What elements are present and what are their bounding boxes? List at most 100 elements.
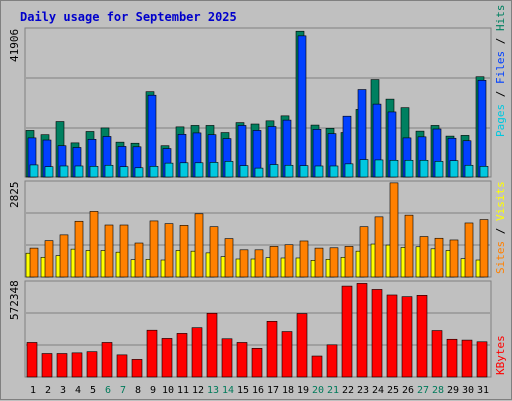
bar-sites-19 xyxy=(299,240,309,278)
day-label-28: 28 xyxy=(432,385,444,396)
bar-sites-24 xyxy=(374,216,384,278)
legend-sites-visits: Sites / Visits xyxy=(494,181,507,274)
bar-pages-27 xyxy=(419,159,429,178)
bar-pages-3 xyxy=(59,165,69,178)
day-label-3: 3 xyxy=(60,385,66,396)
day-label-1: 1 xyxy=(30,385,36,396)
bar-sites-7 xyxy=(119,224,129,278)
day-label-20: 20 xyxy=(312,385,324,396)
day-label-6: 6 xyxy=(105,385,111,396)
bar-pages-21 xyxy=(329,165,339,178)
bar-kbytes-7 xyxy=(116,354,128,378)
legend-pages-files-hits: Pages / Files / Hits xyxy=(494,5,507,138)
bar-pages-17 xyxy=(269,164,279,178)
legend-top-part-4: Hits xyxy=(494,5,507,32)
bar-sites-23 xyxy=(359,226,369,278)
bar-pages-16 xyxy=(254,167,264,178)
bar-sites-18 xyxy=(284,244,294,278)
bar-pages-5 xyxy=(89,166,99,178)
day-label-14: 14 xyxy=(222,385,234,396)
bar-pages-29 xyxy=(449,160,459,178)
bar-kbytes-27 xyxy=(416,295,428,378)
ymax-hits: 41906 xyxy=(8,29,21,62)
bar-files-31 xyxy=(477,79,487,178)
bar-kbytes-10 xyxy=(161,338,173,378)
bar-sites-25 xyxy=(389,182,399,278)
bar-sites-30 xyxy=(464,222,474,278)
legend-top-part-2: Files xyxy=(494,51,507,84)
bar-kbytes-2 xyxy=(41,353,53,378)
bar-sites-1 xyxy=(29,247,39,278)
bars-layer xyxy=(25,30,489,378)
bar-kbytes-8 xyxy=(131,359,143,378)
bar-pages-19 xyxy=(299,165,309,178)
bar-pages-18 xyxy=(284,164,294,178)
bar-pages-30 xyxy=(464,164,474,178)
bar-kbytes-6 xyxy=(101,342,113,378)
day-label-16: 16 xyxy=(252,385,264,396)
day-label-29: 29 xyxy=(447,385,459,396)
day-label-5: 5 xyxy=(90,385,96,396)
bar-pages-4 xyxy=(74,165,84,178)
bar-sites-27 xyxy=(419,236,429,278)
bar-kbytes-3 xyxy=(56,353,68,378)
day-label-10: 10 xyxy=(162,385,174,396)
bar-sites-8 xyxy=(134,242,144,278)
bar-sites-31 xyxy=(479,219,489,278)
bar-kbytes-21 xyxy=(326,344,338,378)
day-axis: 1 2 3 4 5 6 7 8 9 10 11 12 13 14 15 16 17 18 19 20 21 22 23 24 2… xyxy=(30,385,489,396)
bar-kbytes-28 xyxy=(431,330,443,378)
bar-pages-1 xyxy=(29,164,39,178)
day-label-4: 4 xyxy=(75,385,81,396)
bar-pages-8 xyxy=(134,167,144,178)
bar-kbytes-26 xyxy=(401,296,413,378)
legend-top-part-1: / xyxy=(494,84,507,104)
day-label-25: 25 xyxy=(387,385,399,396)
bar-pages-7 xyxy=(119,166,129,178)
bar-sites-16 xyxy=(254,249,264,278)
day-label-30: 30 xyxy=(462,385,474,396)
bar-pages-14 xyxy=(224,161,234,178)
bar-pages-2 xyxy=(44,166,54,178)
bar-kbytes-13 xyxy=(206,312,218,378)
bar-pages-11 xyxy=(179,162,189,178)
bar-sites-28 xyxy=(434,237,444,278)
bar-sites-5 xyxy=(89,211,99,278)
bar-kbytes-19 xyxy=(296,313,308,378)
legend-bottom-part-0: KBytes xyxy=(494,335,507,375)
bar-pages-13 xyxy=(209,162,219,178)
day-label-31: 31 xyxy=(477,385,489,396)
bar-kbytes-9 xyxy=(146,329,158,378)
bar-kbytes-20 xyxy=(311,355,323,378)
bar-kbytes-25 xyxy=(386,294,398,378)
day-label-26: 26 xyxy=(402,385,414,396)
legend-mid-part-0: Sites xyxy=(494,241,507,274)
legend-mid-part-2: Visits xyxy=(494,181,507,221)
bar-pages-9 xyxy=(149,166,159,178)
bar-pages-10 xyxy=(164,162,174,178)
day-label-11: 11 xyxy=(177,385,189,396)
day-label-24: 24 xyxy=(372,385,384,396)
bar-pages-24 xyxy=(374,159,384,178)
day-label-15: 15 xyxy=(237,385,249,396)
day-label-21: 21 xyxy=(327,385,339,396)
bar-sites-9 xyxy=(149,220,159,278)
day-label-27: 27 xyxy=(417,385,429,396)
bar-kbytes-1 xyxy=(26,342,38,378)
bar-pages-26 xyxy=(404,159,414,178)
day-label-22: 22 xyxy=(342,385,354,396)
bar-sites-20 xyxy=(314,247,324,278)
legend-top-part-3: / xyxy=(494,31,507,51)
bar-sites-10 xyxy=(164,223,174,278)
day-label-8: 8 xyxy=(135,385,141,396)
day-label-17: 17 xyxy=(267,385,279,396)
day-label-18: 18 xyxy=(282,385,294,396)
day-label-12: 12 xyxy=(192,385,204,396)
bar-sites-17 xyxy=(269,246,279,278)
bar-files-9 xyxy=(147,94,157,178)
bar-sites-22 xyxy=(344,246,354,278)
bar-sites-26 xyxy=(404,214,414,278)
day-label-2: 2 xyxy=(45,385,51,396)
bar-sites-2 xyxy=(44,240,54,278)
bar-sites-15 xyxy=(239,249,249,278)
